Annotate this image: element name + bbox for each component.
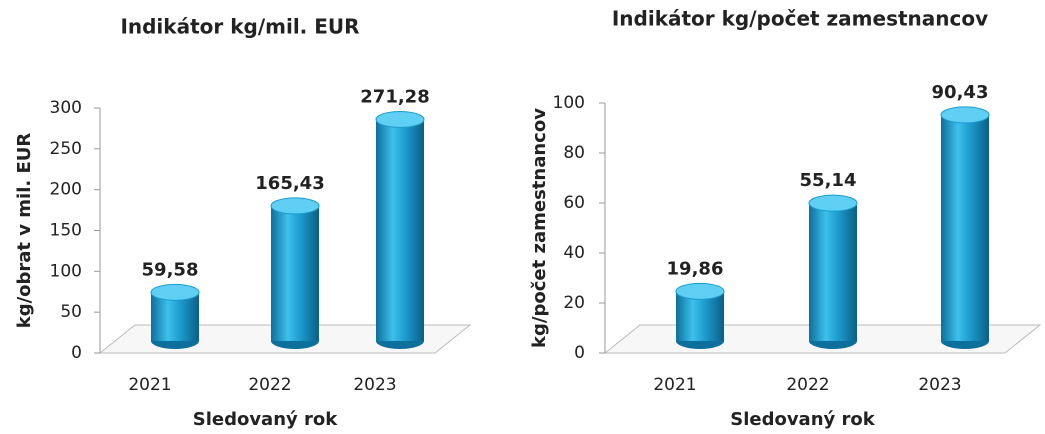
- y-tick-label: 100: [50, 261, 82, 281]
- y-tick-label: 40: [563, 243, 585, 263]
- bar: [941, 114, 989, 341]
- value-label: 55,14: [800, 170, 857, 191]
- chart-title: Indikátor kg/mil. EUR: [120, 15, 359, 39]
- y-axis-title: kg/počet zamestnancov: [529, 108, 550, 348]
- y-axis-title: kg/obrat v mil. EUR: [14, 133, 35, 329]
- bar-top: [375, 110, 425, 128]
- x-axis-title: Sledovaný rok: [193, 409, 339, 430]
- x-tick-label: 2021: [653, 375, 696, 395]
- value-label: 19,86: [667, 258, 724, 279]
- x-axis-title: Sledovaný rok: [730, 409, 876, 430]
- y-tick-label: 200: [50, 180, 82, 200]
- y-tick-label: 300: [50, 98, 82, 118]
- y-tick-label: 100: [553, 93, 585, 113]
- bar: [271, 205, 319, 341]
- bar-top: [270, 197, 320, 215]
- value-label: 90,43: [932, 82, 989, 103]
- bar: [376, 119, 424, 341]
- x-tick-label: 2023: [918, 375, 961, 395]
- y-tick-label: 20: [563, 293, 585, 313]
- x-tick-label: 2022: [786, 375, 829, 395]
- y-tick-label: 0: [71, 343, 82, 363]
- x-tick-label: 2023: [353, 375, 396, 395]
- bar-top: [808, 194, 858, 212]
- y-tick-label: 150: [50, 221, 82, 241]
- value-label: 59,58: [142, 259, 199, 280]
- y-tick-label: 50: [60, 302, 82, 322]
- y-tick-label: 250: [50, 139, 82, 159]
- x-tick-label: 2022: [248, 375, 291, 395]
- y-tick-label: 80: [563, 143, 585, 163]
- y-tick-label: 0: [574, 343, 585, 363]
- chart-title: Indikátor kg/počet zamestnancov: [612, 7, 988, 31]
- x-tick-label: 2021: [128, 375, 171, 395]
- bar-top: [150, 283, 200, 301]
- value-label: 271,28: [360, 86, 429, 107]
- bar-top: [675, 282, 725, 300]
- bar-top: [940, 106, 990, 124]
- bar: [809, 203, 857, 341]
- value-label: 165,43: [255, 173, 324, 194]
- y-tick-label: 60: [563, 193, 585, 213]
